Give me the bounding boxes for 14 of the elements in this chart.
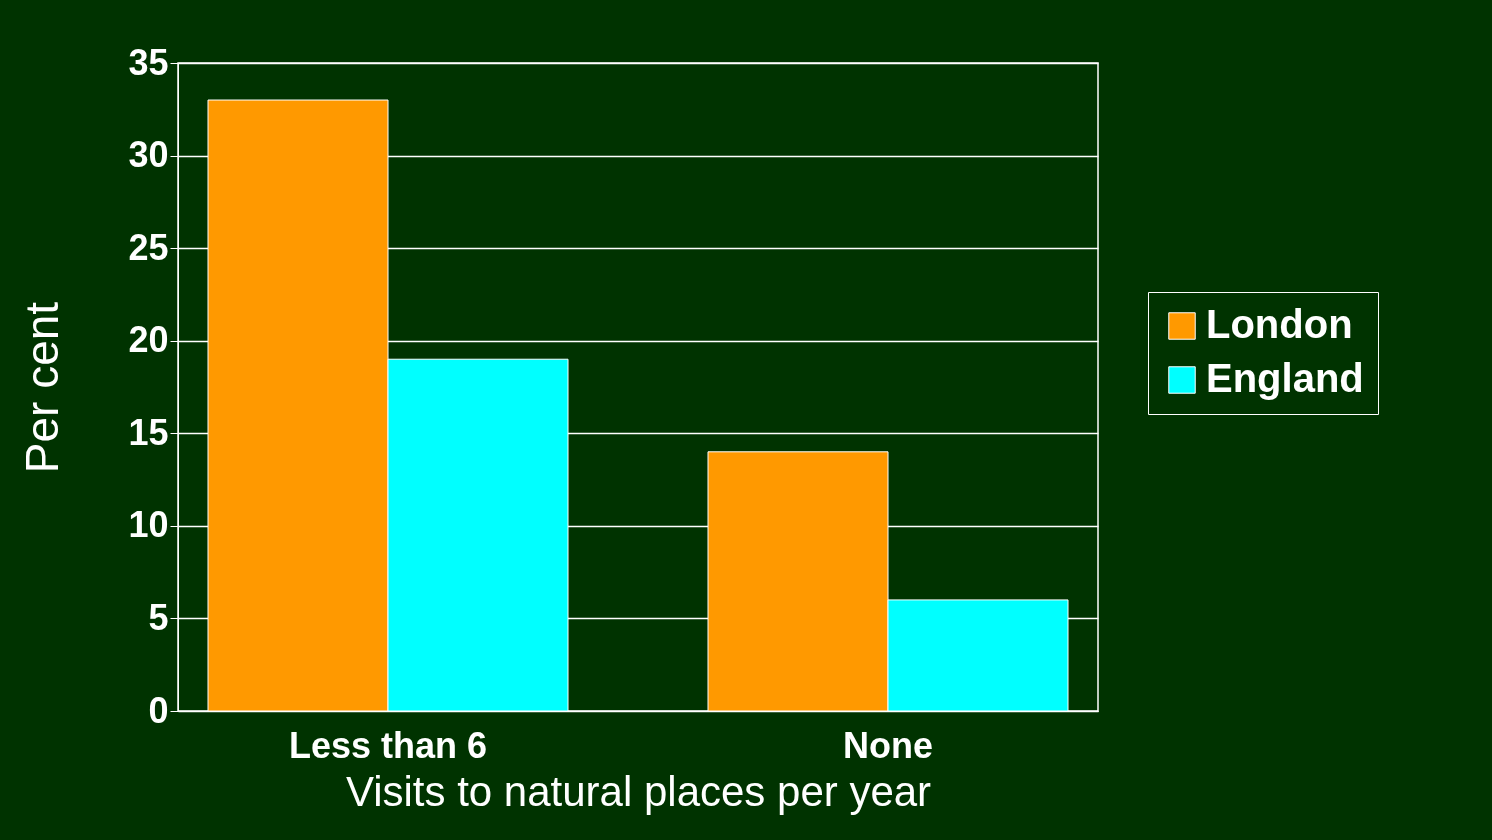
y-tick-label: 35: [128, 41, 169, 83]
legend-label: London: [1206, 302, 1353, 346]
y-tick-label: 10: [128, 504, 169, 546]
y-tick-label: 30: [128, 134, 169, 176]
y-tick-label: 20: [128, 319, 169, 361]
y-axis-title: Per cent: [16, 301, 69, 474]
x-axis-title: Visits to natural places per year: [345, 767, 932, 815]
legend-label: England: [1206, 356, 1364, 400]
x-tick-label: Less than 6: [288, 724, 488, 766]
x-tick-label: None: [843, 724, 933, 766]
y-tick-label: 5: [148, 596, 169, 638]
y-tick-label: 0: [148, 689, 169, 731]
y-tick-label: 15: [128, 411, 169, 453]
y-tick-label: 25: [128, 226, 169, 268]
